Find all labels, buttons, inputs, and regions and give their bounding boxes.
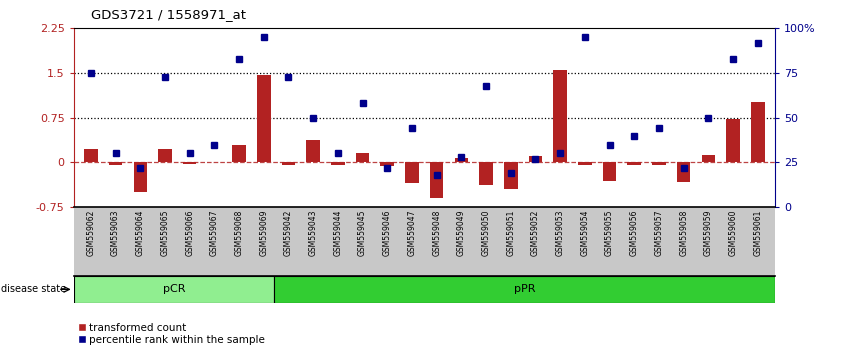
Bar (727, 119, 740, 162)
Bar (158, 149, 171, 162)
Bar (380, 162, 394, 166)
Bar (74, 276, 274, 303)
Text: GSM559045: GSM559045 (359, 209, 367, 256)
Bar (701, 155, 715, 162)
Bar (281, 162, 295, 165)
Bar (479, 162, 493, 185)
Bar (183, 162, 197, 164)
Text: GSM559050: GSM559050 (481, 209, 490, 256)
Text: GSM559054: GSM559054 (580, 209, 590, 256)
Text: pCR: pCR (163, 284, 185, 295)
Bar (356, 153, 370, 162)
Bar (504, 162, 518, 189)
Bar (751, 102, 765, 162)
Text: GSM559069: GSM559069 (259, 209, 268, 256)
Text: disease state: disease state (1, 284, 66, 295)
Bar (628, 162, 641, 165)
Bar (331, 162, 345, 165)
Text: pPR: pPR (514, 284, 535, 295)
Bar (109, 162, 122, 165)
Bar (578, 162, 591, 165)
Text: GSM559047: GSM559047 (408, 209, 417, 256)
Text: GSM559048: GSM559048 (432, 209, 441, 256)
Legend: transformed count, percentile rank within the sample: transformed count, percentile rank withi… (79, 322, 265, 345)
Bar (257, 75, 270, 162)
Bar (553, 70, 567, 162)
Text: GSM559066: GSM559066 (185, 209, 194, 256)
Bar (133, 162, 147, 192)
Text: GSM559053: GSM559053 (556, 209, 565, 256)
Text: GSM559055: GSM559055 (605, 209, 614, 256)
Text: GSM559068: GSM559068 (235, 209, 243, 256)
Text: GSM559057: GSM559057 (655, 209, 663, 256)
Text: GDS3721 / 1558971_at: GDS3721 / 1558971_at (91, 8, 246, 21)
Text: GSM559064: GSM559064 (136, 209, 145, 256)
Text: GSM559067: GSM559067 (210, 209, 219, 256)
Text: GSM559043: GSM559043 (308, 209, 318, 256)
Bar (232, 144, 246, 162)
Text: GSM559061: GSM559061 (753, 209, 762, 256)
Bar (274, 276, 775, 303)
Bar (307, 140, 320, 162)
Bar (652, 162, 666, 165)
Bar (603, 162, 617, 182)
Bar (455, 158, 469, 162)
Text: GSM559059: GSM559059 (704, 209, 713, 256)
Text: GSM559042: GSM559042 (284, 209, 293, 256)
Text: GSM559051: GSM559051 (507, 209, 515, 256)
Text: GSM559044: GSM559044 (333, 209, 342, 256)
Text: GSM559058: GSM559058 (679, 209, 688, 256)
Bar (84, 149, 98, 162)
Text: GSM559065: GSM559065 (160, 209, 170, 256)
Bar (430, 162, 443, 198)
Text: GSM559046: GSM559046 (383, 209, 391, 256)
Text: GSM559056: GSM559056 (630, 209, 639, 256)
Text: GSM559062: GSM559062 (87, 209, 95, 256)
Text: GSM559063: GSM559063 (111, 209, 120, 256)
Bar (677, 162, 690, 182)
Text: GSM559049: GSM559049 (457, 209, 466, 256)
Bar (529, 156, 542, 162)
Text: GSM559052: GSM559052 (531, 209, 540, 256)
Bar (405, 162, 419, 183)
Text: GSM559060: GSM559060 (728, 209, 738, 256)
